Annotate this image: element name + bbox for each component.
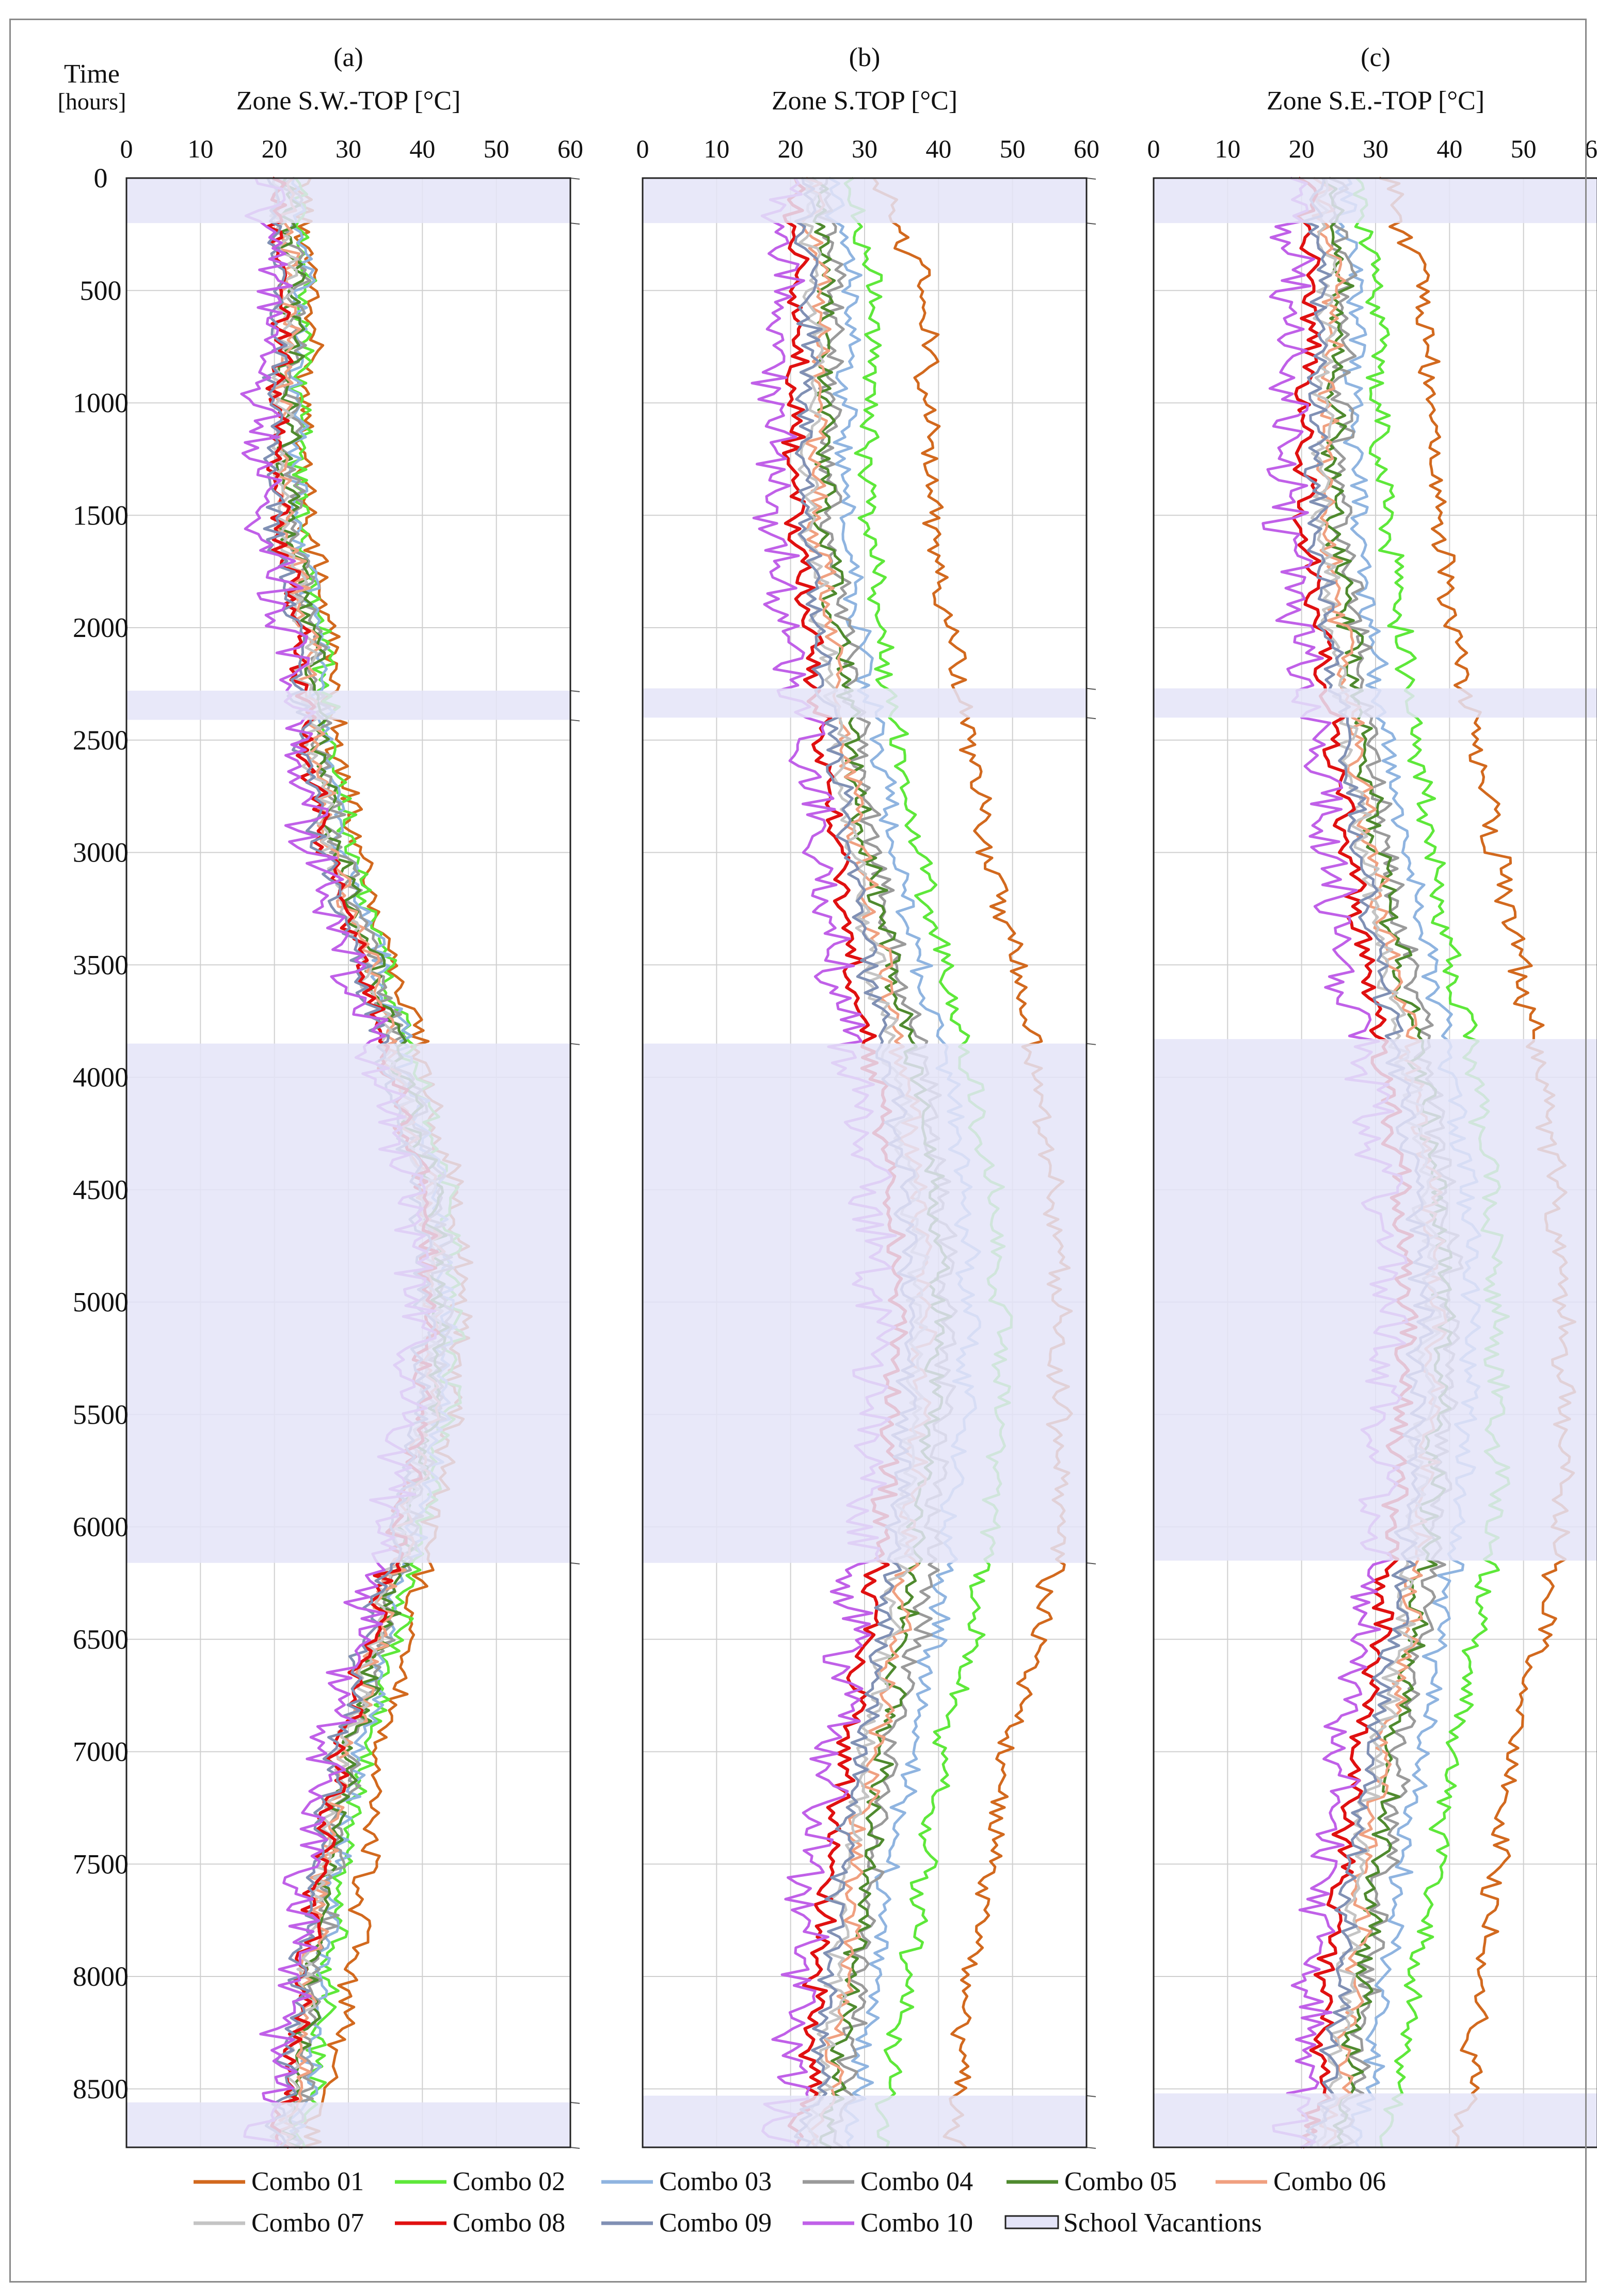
figure-frame xyxy=(9,19,1587,2283)
